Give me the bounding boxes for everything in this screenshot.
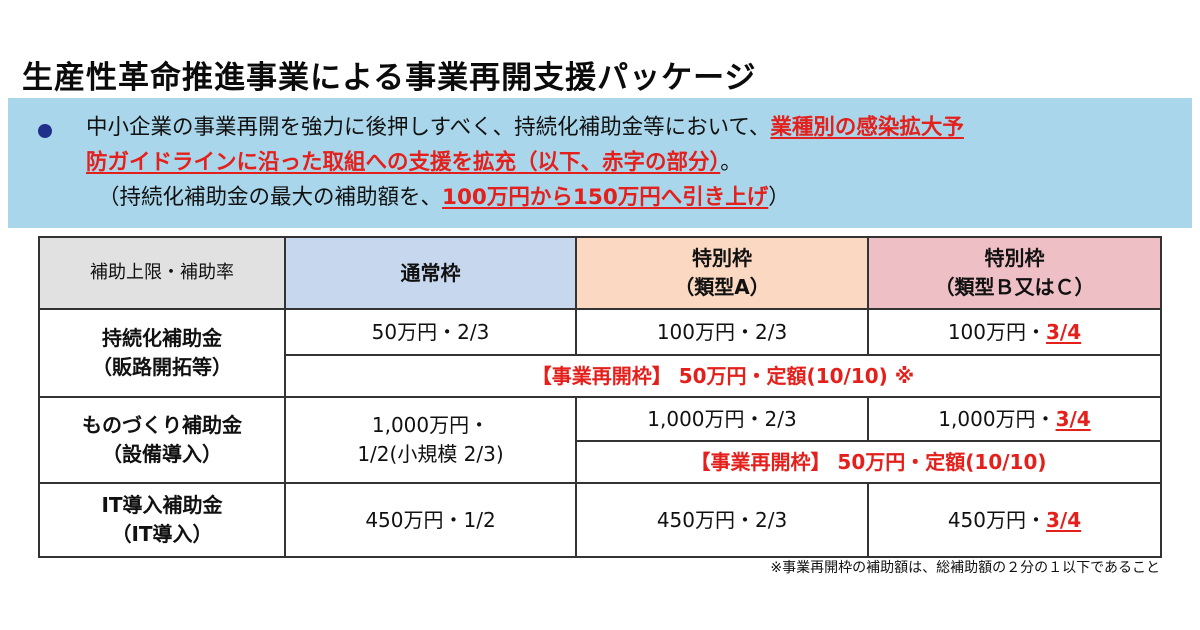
cell-monozukuri-restart: 【事業再開枠】 50万円・定額(10/10)	[575, 440, 1162, 484]
banner-line-2: 防ガイドラインに沿った取組への支援を拡充（以下、赤字の部分）。	[86, 145, 742, 176]
cell-line2: 1/2(小規模 2/3)	[357, 442, 504, 466]
table-row: 【事業再開枠】 50万円・定額(10/10)	[39, 440, 1162, 484]
banner-line-3-close: ）	[768, 185, 790, 210]
header-special-a-line2: （類型A）	[674, 275, 770, 299]
cell-monozukuri-normal: 1,000万円・ 1/2(小規模 2/3)	[284, 396, 577, 484]
banner-line-3-highlight: 100万円から150万円へ引き上げ	[442, 185, 769, 210]
table-row: IT導入補助金 （IT導入） 450万円・1/2 450万円・2/3 450万円…	[38, 482, 1162, 558]
summary-banner: 中小企業の事業再開を強力に後押しすべく、持続化補助金等において、業種別の感染拡大…	[8, 98, 1192, 228]
cell-rate-highlight: 3/4	[1046, 507, 1082, 532]
cell-value: 100万円・	[947, 319, 1047, 344]
cell-rate-highlight: 3/4	[1055, 406, 1091, 431]
cell-jizokuka-special-bc: 100万円・3/4	[867, 308, 1162, 356]
cell-line1: 1,000万円・	[371, 413, 490, 437]
cell-jizokuka-restart: 【事業再開枠】 50万円・定額(10/10) ※	[284, 354, 1162, 398]
banner-line-1-highlight: 業種別の感染拡大予	[770, 115, 964, 140]
table-row: 持続化補助金 （販路開拓等） 50万円・2/3 100万円・2/3 100万円・…	[38, 308, 1162, 398]
table-header-row: 補助上限・補助率 通常枠 特別枠 （類型A） 特別枠 （類型Ｂ又はＣ）	[38, 236, 1162, 310]
footnote: ※事業再開枠の補助額は、総補助額の２分の１以下であること	[770, 560, 1160, 576]
table-row: 【事業再開枠】 50万円・定額(10/10) ※	[39, 354, 1162, 398]
banner-line-1: 中小企業の事業再開を強力に後押しすべく、持続化補助金等において、業種別の感染拡大…	[86, 110, 964, 141]
row-name-line2: （販路開拓等）	[92, 355, 232, 379]
cell-jizokuka-special-a: 100万円・2/3	[575, 308, 869, 356]
row-name-line1: ものづくり補助金	[82, 413, 242, 437]
page-title: 生産性革命推進事業による事業再開支援パッケージ	[22, 60, 757, 96]
row-name-line2: （設備導入）	[102, 442, 222, 466]
cell-monozukuri-special-a: 1,000万円・2/3	[575, 396, 869, 442]
subsidy-table: 補助上限・補助率 通常枠 特別枠 （類型A） 特別枠 （類型Ｂ又はＣ） 持続化補…	[38, 236, 1162, 558]
header-special-a-line1: 特別枠	[692, 246, 752, 270]
cell-value: 450万円・	[947, 507, 1047, 532]
cell-monozukuri-special-bc: 1,000万円・3/4	[867, 396, 1162, 442]
cell-it-special-bc: 450万円・3/4	[867, 482, 1162, 558]
cell-value: 1,000万円・	[938, 406, 1056, 431]
banner-line-2-highlight: 防ガイドラインに沿った取組への支援を拡充（以下、赤字の部分）	[86, 150, 721, 175]
header-label: 補助上限・補助率	[38, 236, 286, 310]
row-name-line1: IT導入補助金	[101, 493, 223, 517]
table-row: ものづくり補助金 （設備導入） 1,000万円・ 1/2(小規模 2/3) 1,…	[38, 396, 1162, 484]
cell-rate-highlight: 3/4	[1046, 319, 1082, 344]
bullet-icon	[38, 124, 52, 138]
banner-line-2-text: 。	[720, 150, 742, 175]
banner-line-1-text: 中小企業の事業再開を強力に後押しすべく、持続化補助金等において、	[86, 115, 771, 140]
banner-line-3: （持続化補助金の最大の補助額を、100万円から150万円へ引き上げ）	[98, 180, 790, 211]
cell-jizokuka-normal: 50万円・2/3	[284, 308, 577, 356]
row-name-line2: （IT導入）	[111, 522, 213, 546]
row-name-line1: 持続化補助金	[102, 326, 222, 350]
header-normal: 通常枠	[284, 236, 577, 310]
header-special-bc-line2: （類型Ｂ又はＣ）	[934, 275, 1095, 299]
cell-it-normal: 450万円・1/2	[284, 482, 577, 558]
header-special-bc: 特別枠 （類型Ｂ又はＣ）	[867, 236, 1162, 310]
header-special-bc-line1: 特別枠	[984, 246, 1045, 270]
row-name-monozukuri: ものづくり補助金 （設備導入）	[38, 396, 286, 484]
cell-it-special-a: 450万円・2/3	[575, 482, 869, 558]
header-special-a: 特別枠 （類型A）	[575, 236, 869, 310]
row-name-it: IT導入補助金 （IT導入）	[38, 482, 286, 558]
banner-line-3-open: （持続化補助金の最大の補助額を、	[98, 185, 443, 210]
row-name-jizokuka: 持続化補助金 （販路開拓等）	[38, 308, 286, 398]
